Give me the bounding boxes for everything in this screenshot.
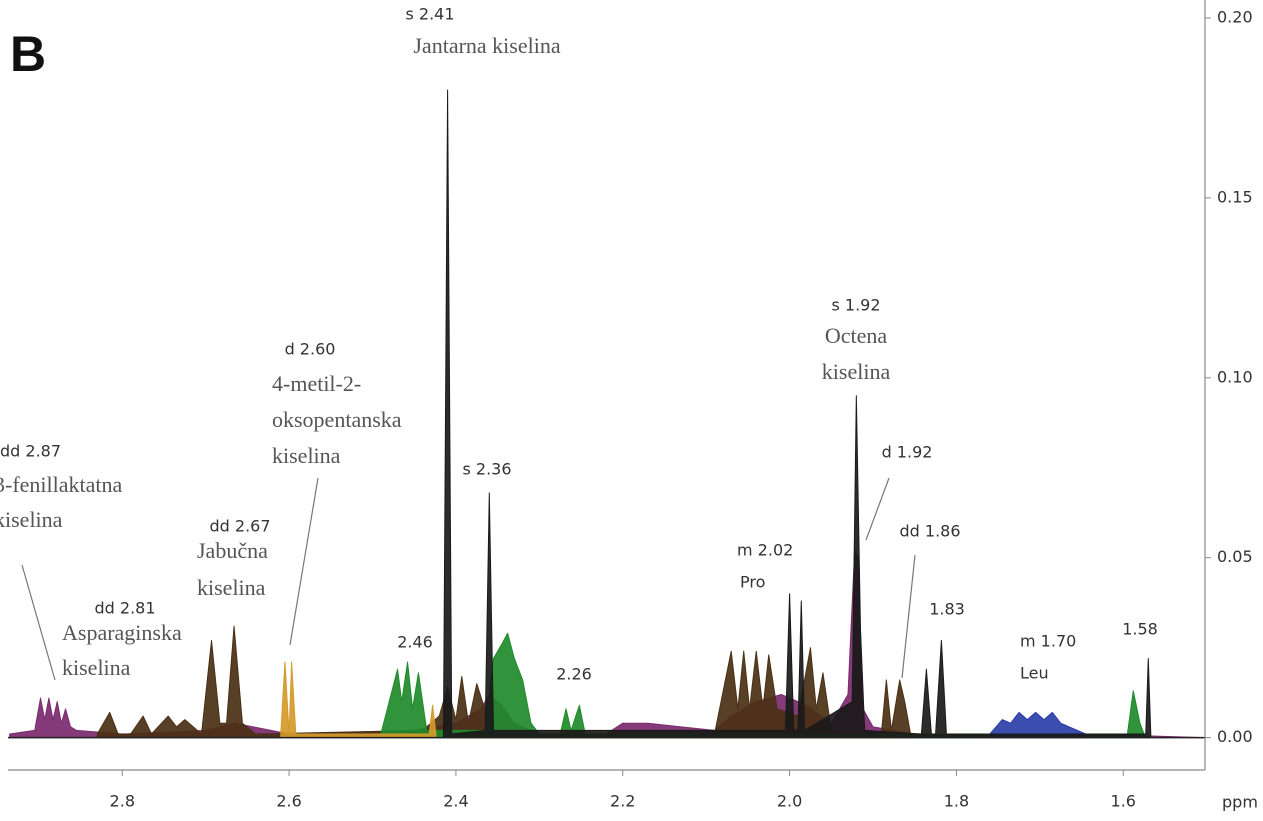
peak-label: m 1.70 — [1020, 632, 1076, 651]
x-tick-label: 2.0 — [777, 792, 802, 811]
compound-label: 3-fenillaktatna — [0, 472, 123, 497]
y-tick-label: 0.10 — [1217, 367, 1253, 386]
peak-label: d 2.60 — [285, 340, 336, 359]
compound-label: kiselina — [822, 359, 891, 384]
compound-label: Pro — [740, 573, 765, 592]
peak-label: dd 2.87 — [0, 442, 61, 461]
x-tick-label: 2.8 — [110, 792, 135, 811]
spectrum-area — [280, 661, 437, 739]
compound-label: Jabučna — [197, 538, 268, 563]
leader-line — [21, 564, 56, 681]
peak-label: 2.26 — [556, 665, 592, 684]
compound-label: kiselina — [197, 575, 266, 600]
panel-label: B — [10, 26, 46, 82]
x-tick-label: 2.2 — [610, 792, 635, 811]
y-tick-label: 0.20 — [1217, 7, 1253, 26]
leader-line — [289, 477, 319, 646]
compound-label: Jantarna kiselina — [413, 33, 560, 58]
compound-label: kiselina — [62, 655, 131, 680]
peak-label: 1.58 — [1122, 620, 1158, 639]
x-tick-label: 1.6 — [1111, 792, 1136, 811]
spectrum-area — [442, 89, 1152, 739]
leader-line — [865, 477, 890, 541]
x-tick-label: 1.8 — [944, 792, 969, 811]
peak-label: s 1.92 — [831, 296, 880, 315]
spectrum-area — [989, 711, 1087, 739]
peak-label: s 2.36 — [462, 460, 511, 479]
peak-label: dd 2.67 — [209, 517, 270, 536]
compound-label: Octena — [825, 323, 888, 348]
y-tick-label: 0.05 — [1217, 547, 1253, 566]
peak-label: s 2.41 — [405, 5, 454, 24]
compound-label: kiselina — [272, 443, 341, 468]
compound-label: kiselina — [0, 507, 63, 532]
peak-label: 1.83 — [929, 600, 965, 619]
compound-label: Asparaginska — [62, 620, 182, 645]
y-tick-label: 0.00 — [1217, 727, 1253, 746]
compound-label: oksopentanska — [272, 407, 402, 432]
spectrum-area — [380, 632, 1145, 739]
leader-lines — [21, 477, 916, 681]
y-tick-label: 0.15 — [1217, 187, 1253, 206]
peak-label: d 1.92 — [882, 443, 933, 462]
peak-label: m 2.02 — [737, 541, 793, 560]
peak-label: dd 1.86 — [899, 522, 960, 541]
x-tick-label: 2.4 — [443, 792, 468, 811]
compound-label: 4-metil-2- — [272, 371, 361, 396]
x-tick-label: 2.6 — [276, 792, 301, 811]
peak-label: 2.46 — [397, 633, 433, 652]
leader-line — [901, 554, 916, 679]
peak-label: dd 2.81 — [94, 599, 155, 618]
compound-label: Leu — [1020, 664, 1049, 683]
x-axis-label: ppm — [1222, 793, 1258, 812]
